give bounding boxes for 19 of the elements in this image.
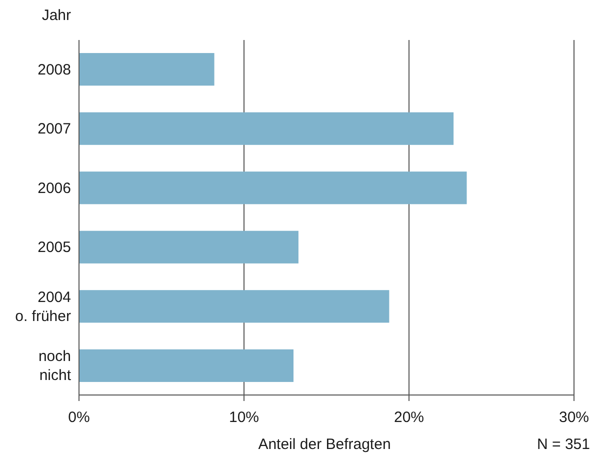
bar — [79, 172, 467, 204]
bar — [79, 349, 294, 382]
x-tick-label: 10% — [228, 409, 260, 426]
bar — [79, 112, 454, 145]
y-axis-title: Jahr — [42, 7, 71, 24]
x-tick-label: 30% — [558, 409, 590, 426]
y-tick-label: 2008 — [38, 61, 71, 78]
bar — [79, 290, 390, 323]
y-tick-label: 2004 o. früher — [15, 288, 71, 325]
bar — [79, 230, 298, 264]
y-tick-label: 2007 — [38, 120, 71, 138]
y-tick-label: noch nicht — [38, 348, 72, 384]
x-tick-label: 20% — [394, 409, 424, 426]
bar — [79, 53, 214, 86]
text: N = 351 — [537, 436, 590, 453]
x-axis-title: Anteil der Befragten — [258, 436, 391, 453]
y-tick-label: 2006 — [38, 180, 71, 197]
y-tick-label: 2005 — [38, 239, 71, 256]
x-tick-label: 0% — [68, 409, 90, 426]
